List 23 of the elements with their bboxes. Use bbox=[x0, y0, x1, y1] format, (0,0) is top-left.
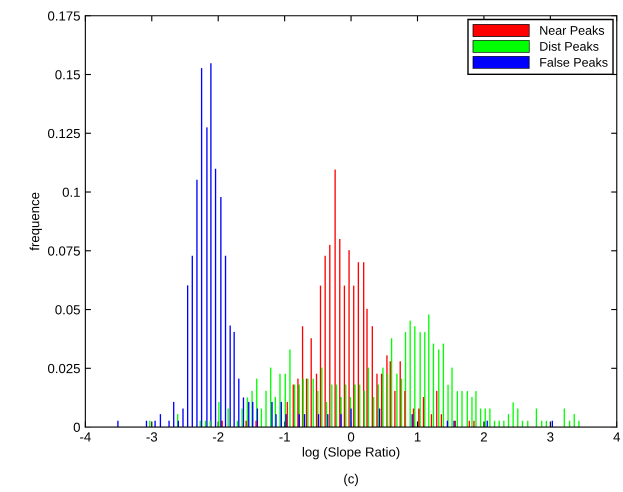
x-tick-label: 0 bbox=[348, 432, 354, 442]
legend-label: False Peaks bbox=[540, 58, 608, 67]
x-tick-label: 3 bbox=[547, 432, 554, 442]
x-tick-label: -1 bbox=[279, 432, 290, 442]
x-tick-label: 2 bbox=[480, 432, 487, 442]
y-tick-label: 0.075 bbox=[48, 246, 80, 256]
y-axis-title: frequence bbox=[30, 192, 42, 251]
y-tick-label: 0.05 bbox=[55, 305, 80, 314]
y-tick-label: 0.15 bbox=[55, 70, 80, 80]
x-tick-label: 4 bbox=[613, 432, 620, 442]
y-tick-label: 0.1 bbox=[62, 188, 80, 197]
y-tick-label: 0 bbox=[74, 422, 80, 432]
legend-label: Dist Peaks bbox=[540, 42, 599, 51]
legend-label: Near Peaks bbox=[540, 26, 604, 35]
x-tick-label: -4 bbox=[80, 432, 91, 442]
y-tick-label: 0.125 bbox=[48, 128, 80, 138]
y-tick-label: 0.175 bbox=[48, 11, 80, 21]
text: (c) bbox=[344, 474, 358, 486]
x-tick-label: -2 bbox=[212, 432, 224, 442]
x-tick-label: 1 bbox=[414, 432, 421, 442]
y-tick-label: 0.025 bbox=[48, 364, 80, 374]
x-axis-title: log (Slope Ratio) bbox=[302, 446, 400, 460]
x-tick-label: -3 bbox=[146, 432, 158, 442]
